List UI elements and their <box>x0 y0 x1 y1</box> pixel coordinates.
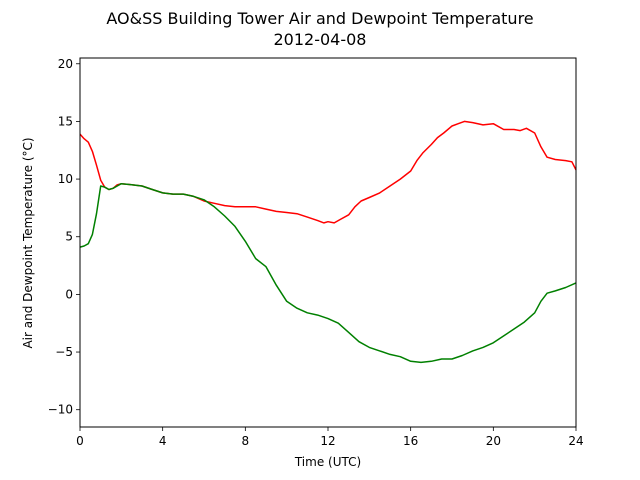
series-line-1 <box>79 120 577 224</box>
y-tick-label: 0 <box>65 287 73 301</box>
x-tick-label: 24 <box>568 434 583 448</box>
y-tick-label: 20 <box>58 57 73 71</box>
x-tick-label: 4 <box>159 434 167 448</box>
y-tick-label: −5 <box>55 345 73 359</box>
x-axis-label: Time (UTC) <box>294 455 361 469</box>
series-line-2 <box>79 182 577 364</box>
y-tick-label: 15 <box>58 114 73 128</box>
plot-series <box>79 120 577 364</box>
y-tick-label: 10 <box>58 172 73 186</box>
chart-subtitle: 2012-04-08 <box>274 30 367 49</box>
y-tick-label: −10 <box>48 403 73 417</box>
x-tick-label: 16 <box>403 434 418 448</box>
chart-title: AO&SS Building Tower Air and Dewpoint Te… <box>106 9 533 28</box>
x-tick-label: 20 <box>486 434 501 448</box>
axis-ticks: 0 4 8 12 16 20 24 −10 −5 0 5 10 15 20 <box>48 57 584 448</box>
y-tick-label: 5 <box>65 230 73 244</box>
x-tick-label: 12 <box>320 434 335 448</box>
x-tick-label: 0 <box>76 434 84 448</box>
plot-frame <box>79 57 577 428</box>
x-tick-label: 8 <box>242 434 250 448</box>
y-axis-label: Air and Dewpoint Temperature (°C) <box>21 137 35 348</box>
